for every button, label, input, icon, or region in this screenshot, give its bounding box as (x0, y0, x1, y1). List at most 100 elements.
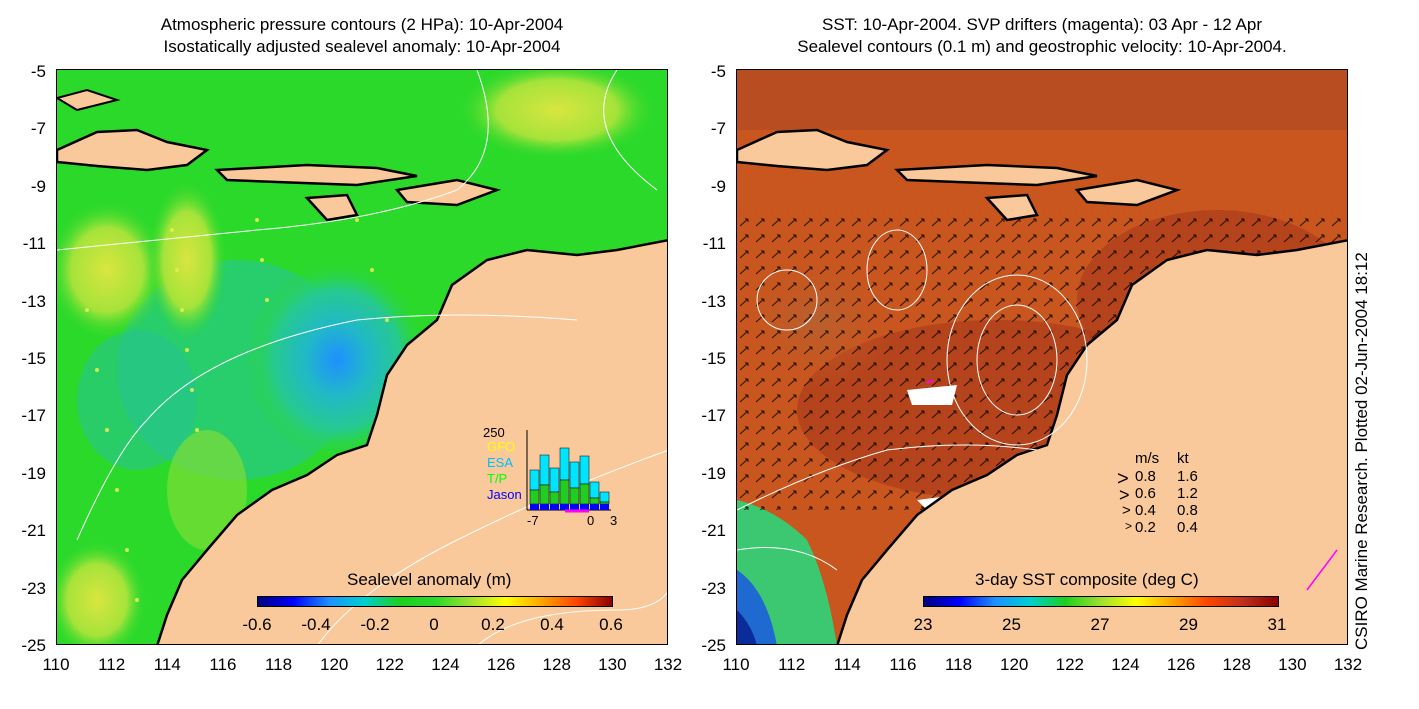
left-colorbar-tick: 0 (429, 615, 439, 634)
sealevel-anomaly-map: 250 GFO ESA T/P Jason -7 0 3 Sealevel anoma… (56, 69, 668, 645)
y-tick-label: -9 (710, 176, 726, 196)
legend-header-kt: kt (1177, 450, 1189, 467)
right-colorbar-tick: 25 (1002, 615, 1021, 634)
inset-bar-chart (526, 430, 611, 513)
inset-bar-middle (539, 484, 550, 505)
left-colorbar-tick: -0.2 (360, 615, 390, 634)
sealevel-map-graphic (57, 70, 667, 644)
left-colorbar-tick: 0.4 (540, 615, 564, 634)
right-title: SST: 10-Apr-2004. SVP drifters (magenta)… (736, 14, 1348, 58)
x-tick-label: 132 (1333, 655, 1363, 674)
inset-bar-lower (530, 504, 539, 510)
inset-bar-middle (599, 501, 610, 505)
inset-bar-upper (599, 491, 610, 503)
inset-bar-upper (549, 467, 560, 493)
x-tick-label: 110 (722, 655, 750, 674)
y-tick-label: -9 (30, 176, 46, 196)
altimeter-inset: 250 GFO ESA T/P Jason -7 0 3 (477, 425, 617, 530)
inset-bar-upper (589, 481, 600, 499)
y-tick-label: -15 (21, 349, 46, 368)
inset-source-label: T/P (487, 471, 508, 486)
y-tick-label: -25 (701, 636, 726, 655)
inset-bar-middle (579, 483, 590, 505)
velocity-arrow-icon: > (1125, 519, 1133, 533)
legend-kt-value: 0.4 (1177, 519, 1198, 536)
legend-ms-value: 0.4 (1135, 502, 1156, 519)
y-tick-label: -5 (710, 62, 726, 81)
y-tick-label: -7 (710, 119, 726, 139)
inset-x-label-1: -7 (527, 513, 539, 528)
sst-map: m/s kt >0.8 1.6 >0.6 1.2 >0.4 0.8 >0.2 0.4 3-da… (736, 69, 1348, 645)
x-tick-label: 132 (653, 655, 683, 674)
x-tick-label: 130 (598, 655, 627, 674)
inset-x-label-3: 3 (610, 513, 618, 528)
legend-kt-value: 1.2 (1177, 485, 1198, 502)
x-tick-label: 116 (209, 655, 237, 674)
left-title: Atmospheric pressure contours (2 HPa): 1… (56, 14, 668, 58)
legend-kt-value: 1.6 (1177, 468, 1198, 485)
left-colorbar-tick: -0.6 (242, 615, 272, 634)
x-tick-label: 130 (1278, 655, 1307, 674)
left-title-line1: Atmospheric pressure contours (2 HPa): 1… (160, 15, 564, 34)
inset-bar-upper (529, 469, 540, 491)
inset-bar-upper (579, 455, 590, 485)
x-tick-label: 124 (1111, 655, 1140, 674)
inset-ymax: 250 (483, 425, 505, 440)
y-tick-label: -7 (30, 119, 46, 139)
left-colorbar-tick: 0.6 (599, 615, 623, 634)
legend-ms-value: 0.8 (1135, 468, 1156, 485)
right-colorbar-tick: 23 (913, 615, 933, 634)
x-tick-label: 116 (889, 655, 917, 674)
x-tick-label: 120 (999, 655, 1029, 674)
right-title-line1: SST: 10-Apr-2004. SVP drifters (magenta)… (821, 15, 1263, 34)
inset-bar-upper (559, 447, 570, 481)
inset-bar-upper (539, 454, 550, 486)
x-tick-label: 128 (542, 655, 571, 674)
credit-text: CSIRO Marine Research. Plotted 02-Jun-20… (1352, 252, 1371, 650)
right-colorbar-tick: 29 (1179, 615, 1198, 634)
inset-bar-middle (559, 479, 570, 505)
inset-bar-lower (590, 504, 599, 510)
left-colorbar (257, 596, 613, 607)
velocity-arrow-icon: > (1119, 485, 1130, 505)
legend-kt-value: 0.8 (1177, 502, 1198, 519)
right-colorbar-tick: 27 (1090, 615, 1110, 634)
right-colorbar-tick: 31 (1267, 615, 1287, 634)
inset-bar-lower (560, 504, 569, 510)
y-tick-label: -21 (701, 521, 726, 541)
inset-x-label-2: 0 (587, 513, 595, 528)
right-colorbar (923, 596, 1279, 607)
inset-source-label: ESA (487, 455, 514, 470)
y-tick-label: -19 (701, 463, 726, 483)
y-tick-label: -13 (21, 291, 46, 311)
right-colorbar-title: 3-day SST composite (deg C) (975, 570, 1199, 589)
inset-bar-lower (600, 504, 609, 510)
inset-source-label: GFO (487, 439, 516, 454)
velocity-arrow-icon: > (1122, 502, 1131, 519)
left-title-line2: Isostatically adjusted sealevel anomaly:… (163, 37, 561, 56)
inset-bar-middle (569, 487, 580, 505)
x-tick-label: 128 (1222, 655, 1251, 674)
inset-bar-middle (549, 491, 560, 505)
left-colorbar-tick: 0.2 (481, 615, 505, 634)
y-tick-label: -11 (702, 234, 726, 254)
x-tick-label: 122 (1055, 655, 1084, 674)
y-tick-label: -23 (701, 578, 726, 598)
y-tick-label: -21 (21, 521, 46, 541)
y-tick-label: -13 (701, 291, 726, 311)
inset-bar-upper (569, 461, 580, 489)
y-tick-label: -19 (21, 463, 46, 483)
x-tick-label: 126 (486, 655, 516, 674)
australia-land (156, 239, 667, 644)
australia-land (836, 239, 1347, 644)
inset-bar-lower (580, 504, 589, 510)
velocity-arrow-icon: > (1117, 468, 1129, 490)
inset-bar-lower (550, 504, 559, 510)
left-colorbar-tick: -0.4 (301, 615, 331, 634)
velocity-legend: m/s kt >0.8 1.6 >0.6 1.2 >0.4 0.8 >0.2 0.4 (1115, 450, 1245, 540)
y-tick-label: -5 (30, 62, 46, 81)
x-tick-label: 118 (264, 655, 293, 674)
right-title-line2: Sealevel contours (0.1 m) and geostrophi… (797, 37, 1287, 56)
y-tick-label: -11 (22, 234, 46, 254)
y-tick-label: -17 (21, 406, 46, 426)
